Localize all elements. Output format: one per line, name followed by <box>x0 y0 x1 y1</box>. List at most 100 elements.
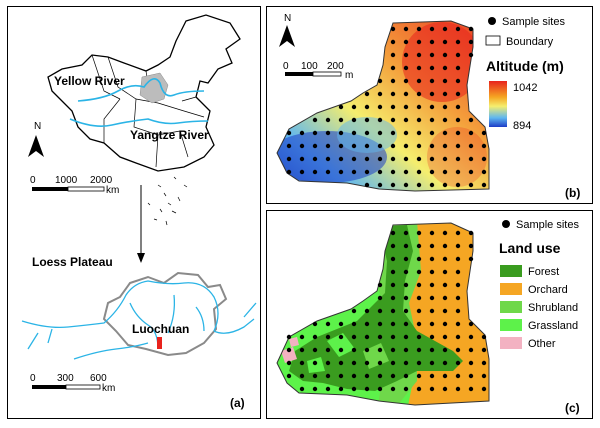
sample-site-dot <box>442 52 448 58</box>
panel-b-svg: N 0 100 200 m Sample sites Boundary Alti… <box>276 13 580 200</box>
sample-site-dot <box>390 182 396 188</box>
sample-site-dot <box>390 295 396 301</box>
sample-site-dot <box>429 91 435 97</box>
loess-plateau-outline <box>102 271 228 357</box>
altitude-colorbar <box>489 81 507 127</box>
sample-site-dot <box>338 321 344 327</box>
sample-site-dot <box>481 360 487 366</box>
sample-site-dot <box>364 373 370 379</box>
sample-site-legend-marker <box>488 17 496 25</box>
sample-site-dot <box>455 321 461 327</box>
sample-site-dot <box>390 243 396 249</box>
sample-site-dot <box>286 169 292 175</box>
sample-site-dot <box>390 347 396 353</box>
sample-site-dot <box>364 104 370 110</box>
sample-site-dot <box>468 52 474 58</box>
sample-site-dot <box>442 243 448 249</box>
yangtze-river-label: Yangtze River <box>130 128 209 142</box>
sample-site-dot <box>416 308 422 314</box>
sample-site-dot <box>429 52 435 58</box>
sample-site-dot <box>416 321 422 327</box>
sample-site-dot <box>468 182 474 188</box>
sample-site-dot <box>325 117 331 123</box>
sample-site-dot <box>455 78 461 84</box>
panel-c-landuse-map: Sample sites Land use Forest Orchard Shrub… <box>266 210 593 419</box>
sample-site-dot <box>455 256 461 262</box>
sample-site-dot <box>403 169 409 175</box>
sample-site-dot <box>351 386 357 392</box>
sample-site-dot <box>429 156 435 162</box>
sample-site-dot <box>455 104 461 110</box>
svg-text:km: km <box>102 383 115 394</box>
svg-text:N: N <box>284 13 291 24</box>
legend-label-forest: Forest <box>528 266 559 278</box>
sample-site-dot <box>403 386 409 392</box>
sample-site-dot <box>429 143 435 149</box>
sample-site-dot <box>390 39 396 45</box>
sample-site-dot <box>403 39 409 45</box>
sample-site-dot <box>455 347 461 353</box>
sample-site-dot <box>455 373 461 379</box>
sample-site-dot <box>390 230 396 236</box>
sample-site-dot <box>416 334 422 340</box>
sample-site-dot <box>403 282 409 288</box>
sample-site-dot <box>403 243 409 249</box>
legend-b: Sample sites Boundary Altitude (m) 1042 … <box>485 16 565 132</box>
sample-site-dot <box>442 156 448 162</box>
sample-site-dot <box>455 386 461 392</box>
sample-site-dot <box>312 321 318 327</box>
sample-site-dot <box>416 130 422 136</box>
svg-text:300: 300 <box>57 373 74 384</box>
sample-site-dot <box>364 156 370 162</box>
sample-site-dot <box>429 169 435 175</box>
sample-site-dot <box>442 321 448 327</box>
legend-sample-sites-c: Sample sites <box>516 219 579 231</box>
sample-site-dot <box>442 182 448 188</box>
sample-site-dot <box>351 373 357 379</box>
sample-site-dot <box>429 39 435 45</box>
sample-site-dot <box>468 39 474 45</box>
panel-a-letter: (a) <box>230 396 245 410</box>
altitude-max: 1042 <box>513 82 537 94</box>
sample-site-dot <box>403 321 409 327</box>
sample-site-dot <box>416 295 422 301</box>
sample-site-dot <box>325 130 331 136</box>
sample-site-dot <box>351 169 357 175</box>
sample-site-dot <box>364 169 370 175</box>
sample-site-dot <box>377 360 383 366</box>
sample-site-dot <box>351 308 357 314</box>
sample-site-dot <box>377 143 383 149</box>
sample-site-dot <box>455 65 461 71</box>
sample-site-dot <box>403 91 409 97</box>
landuse-legend-title: Land use <box>499 240 561 256</box>
sample-site-dot <box>312 143 318 149</box>
sample-site-dot <box>390 78 396 84</box>
sample-site-dot <box>390 65 396 71</box>
sample-site-dot <box>338 156 344 162</box>
sample-site-dot <box>390 321 396 327</box>
sample-site-dot <box>468 26 474 32</box>
sample-site-dot <box>455 230 461 236</box>
sample-site-dot <box>364 360 370 366</box>
sample-site-dot <box>338 373 344 379</box>
sample-site-dot <box>416 78 422 84</box>
sample-site-dot <box>429 334 435 340</box>
sample-site-dot <box>403 334 409 340</box>
sample-site-dot <box>403 360 409 366</box>
sample-site-dot <box>416 256 422 262</box>
luochuan-label: Luochuan <box>132 322 189 336</box>
sample-site-dot <box>390 256 396 262</box>
legend-swatch-other <box>500 337 522 349</box>
yellow-river-line <box>77 78 205 102</box>
sample-site-dot <box>429 117 435 123</box>
scale-bar-top: 0 1000 2000 km <box>30 175 119 196</box>
sample-site-dot <box>364 143 370 149</box>
sample-site-dot <box>455 269 461 275</box>
sample-site-dot <box>325 156 331 162</box>
sample-site-dot <box>442 104 448 110</box>
panel-a-location-map: Yellow River Yangtze River N 0 1000 2000… <box>7 6 261 419</box>
sample-site-dot <box>416 65 422 71</box>
sample-site-dot <box>442 78 448 84</box>
sample-site-dot <box>312 347 318 353</box>
sample-site-dot <box>442 26 448 32</box>
